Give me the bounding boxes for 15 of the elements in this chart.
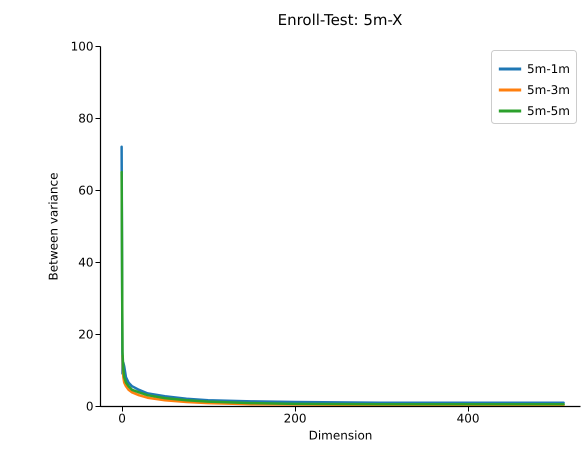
y-tick-label: 40 — [78, 256, 94, 270]
legend-label: 5m-3m — [527, 83, 570, 97]
x-axis-title: Dimension — [308, 428, 372, 442]
y-tick-label: 80 — [78, 112, 94, 126]
x-tick-label: 200 — [284, 412, 307, 426]
legend-label: 5m-1m — [527, 62, 570, 76]
y-tick-label: 60 — [78, 184, 94, 198]
y-tick-label: 100 — [70, 40, 94, 54]
legend-label: 5m-5m — [527, 104, 570, 118]
y-tick-label: 20 — [78, 328, 94, 342]
y-axis-title: Between variance — [46, 172, 61, 280]
chart-title: Enroll-Test: 5m-X — [278, 11, 402, 29]
x-tick-label: 400 — [456, 412, 480, 426]
y-tick-label: 0 — [86, 400, 94, 414]
x-tick-label: 0 — [118, 412, 126, 426]
